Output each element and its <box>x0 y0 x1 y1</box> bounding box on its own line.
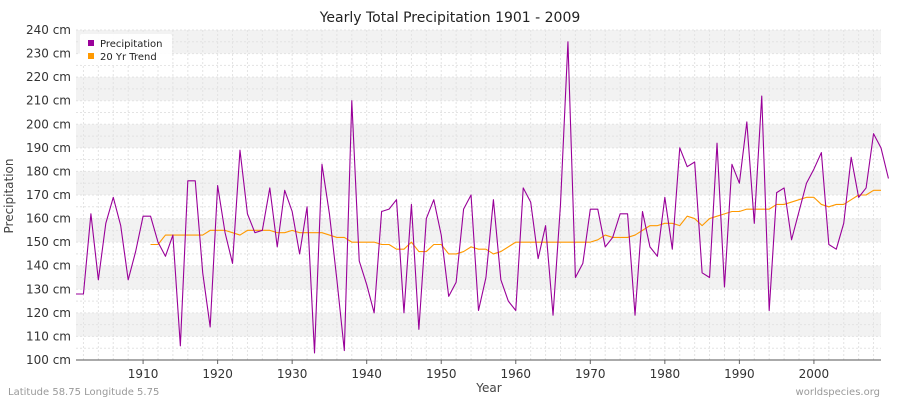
y-tick-label: 110 cm <box>26 329 71 343</box>
x-tick-label: 1920 <box>202 367 233 381</box>
grid-band <box>76 218 881 243</box>
series-line-precipitation <box>76 41 889 354</box>
x-tick-label: 2000 <box>799 367 830 381</box>
x-axis-ticks: 1910 1920 1930 1940 1950 1960 1970 1980 1990 2000 <box>128 360 829 381</box>
x-tick-label: 1970 <box>575 367 606 381</box>
footer-coordinates: Latitude 58.75 Longitude 5.75 <box>8 387 159 398</box>
footer-source: worldspecies.org <box>796 387 880 398</box>
y-tick-label: 240 cm <box>26 23 71 37</box>
y-tick-label: 200 cm <box>26 117 71 131</box>
y-tick-label: 120 cm <box>26 306 71 320</box>
x-tick-label: 1980 <box>650 367 681 381</box>
y-tick-label: 190 cm <box>26 141 71 155</box>
legend-swatch-precipitation <box>88 40 94 46</box>
grid-band <box>76 171 881 195</box>
y-axis-ticks: 100 cm 110 cm 120 cm 130 cm 140 cm 150 cm 160 … <box>26 23 71 367</box>
series-layer <box>76 41 889 354</box>
legend-label-precipitation: Precipitation <box>100 39 163 50</box>
x-tick-label: 1950 <box>426 367 457 381</box>
y-tick-label: 130 cm <box>26 282 71 296</box>
y-tick-label: 180 cm <box>26 164 71 178</box>
y-axis-label: Precipitation <box>2 158 16 233</box>
y-tick-label: 100 cm <box>26 353 71 367</box>
y-tick-label: 220 cm <box>26 70 71 84</box>
legend-box <box>80 34 172 65</box>
x-axis-label: Year <box>475 381 501 395</box>
legend-swatch-trend <box>88 53 94 59</box>
x-tick-label: 1940 <box>351 367 382 381</box>
grid-lines <box>76 29 881 361</box>
x-tick-label: 1960 <box>500 367 531 381</box>
x-tick-label: 1930 <box>277 367 308 381</box>
legend-label-trend: 20 Yr Trend <box>100 52 157 63</box>
y-tick-label: 160 cm <box>26 212 71 226</box>
series-line-trend <box>150 189 881 255</box>
y-tick-label: 170 cm <box>26 188 71 202</box>
y-tick-label: 150 cm <box>26 235 71 249</box>
y-tick-label: 230 cm <box>26 47 71 61</box>
x-tick-label: 1990 <box>724 367 755 381</box>
x-tick-label: 1910 <box>128 367 159 381</box>
legend: Precipitation 20 Yr Trend <box>80 34 172 65</box>
chart-title: Yearly Total Precipitation 1901 - 2009 <box>319 10 581 26</box>
y-tick-label: 210 cm <box>26 94 71 108</box>
y-tick-label: 140 cm <box>26 259 71 273</box>
